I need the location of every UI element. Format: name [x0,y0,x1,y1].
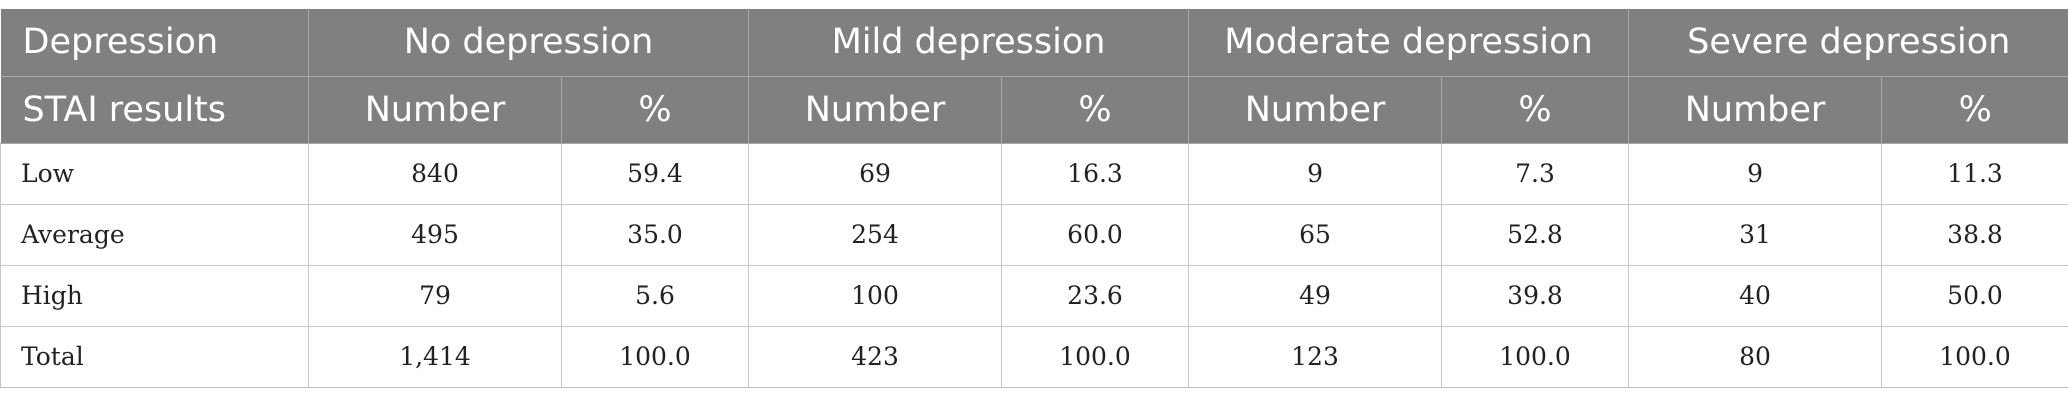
cell-number: 69 [748,143,1003,205]
cell-number: 123 [1188,326,1443,388]
header-row-groups: Depression No depression Mild depression… [0,9,2068,77]
subheader-percent: % [1881,76,2068,144]
cell-number: 840 [308,143,562,205]
table-header: Depression No depression Mild depression… [0,9,2068,144]
cell-percent: 5.6 [561,265,750,327]
table-row: High 79 5.6 100 23.6 49 39.8 40 50.0 [0,265,2068,327]
cell-number: 9 [1188,143,1443,205]
cell-percent: 52.8 [1441,204,1630,266]
table-row-total: Total 1,414 100.0 423 100.0 123 100.0 80… [0,326,2068,388]
cell-number: 254 [748,204,1003,266]
cell-number: 31 [1628,204,1883,266]
row-label: Total [0,326,309,388]
cell-number: 49 [1188,265,1443,327]
subheader-number: Number [308,76,562,144]
header-group-moderate-depression: Moderate depression [1188,9,1630,77]
cell-number: 80 [1628,326,1883,388]
cell-percent: 60.0 [1001,204,1190,266]
cell-number: 423 [748,326,1003,388]
cell-percent: 38.8 [1881,204,2068,266]
header-group-no-depression: No depression [308,9,750,77]
cell-number: 65 [1188,204,1443,266]
header-group-mild-depression: Mild depression [748,9,1190,77]
table-row: Low 840 59.4 69 16.3 9 7.3 9 11.3 [0,143,2068,205]
cell-percent: 16.3 [1001,143,1190,205]
cell-number: 495 [308,204,562,266]
cell-number: 40 [1628,265,1883,327]
subheader-percent: % [1001,76,1190,144]
data-table: Depression No depression Mild depression… [0,9,2068,388]
subheader-number: Number [1628,76,1883,144]
cell-number: 9 [1628,143,1883,205]
subheader-percent: % [1441,76,1630,144]
cell-percent: 100.0 [1881,326,2068,388]
stai-depression-table: Depression No depression Mild depression… [0,9,2068,388]
cell-percent: 23.6 [1001,265,1190,327]
cell-percent: 50.0 [1881,265,2068,327]
row-label: Low [0,143,309,205]
header-corner-stai-results: STAI results [0,76,309,144]
cell-percent: 100.0 [1001,326,1190,388]
subheader-number: Number [1188,76,1443,144]
cell-percent: 39.8 [1441,265,1630,327]
header-row-subheaders: STAI results Number % Number % Number % … [0,76,2068,144]
cell-percent: 7.3 [1441,143,1630,205]
cell-number: 100 [748,265,1003,327]
subheader-number: Number [748,76,1003,144]
cell-number: 79 [308,265,562,327]
cell-percent: 35.0 [561,204,750,266]
row-label: High [0,265,309,327]
cell-percent: 11.3 [1881,143,2068,205]
cell-percent: 100.0 [561,326,750,388]
cell-number: 1,414 [308,326,562,388]
cell-percent: 100.0 [1441,326,1630,388]
header-group-severe-depression: Severe depression [1628,9,2068,77]
cell-percent: 59.4 [561,143,750,205]
row-label: Average [0,204,309,266]
table-row: Average 495 35.0 254 60.0 65 52.8 31 38.… [0,204,2068,266]
header-corner-depression: Depression [0,9,309,77]
subheader-percent: % [561,76,750,144]
table-body: Low 840 59.4 69 16.3 9 7.3 9 11.3 Averag… [0,143,2068,388]
